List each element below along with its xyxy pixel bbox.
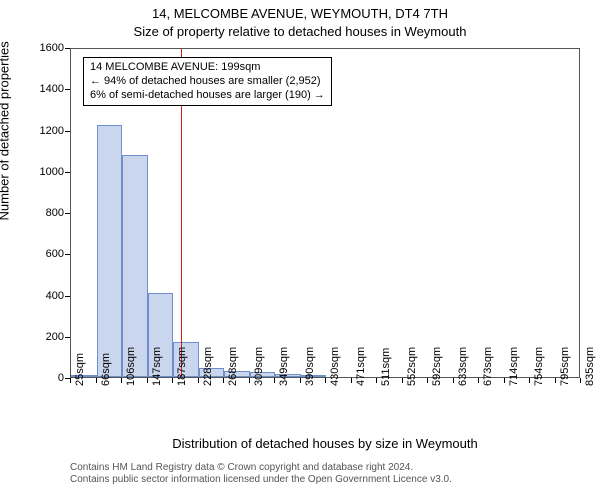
chart-title: 14, MELCOMBE AVENUE, WEYMOUTH, DT4 7TH bbox=[0, 6, 600, 21]
y-tick-label: 800 bbox=[46, 207, 64, 219]
y-tick-mark bbox=[65, 172, 70, 173]
chart-container: 14, MELCOMBE AVENUE, WEYMOUTH, DT4 7TH S… bbox=[0, 0, 600, 500]
x-tick-mark bbox=[121, 378, 122, 383]
y-tick-label: 0 bbox=[58, 372, 64, 384]
footer-line-2: Contains public sector information licen… bbox=[70, 474, 452, 486]
annotation-line: 14 MELCOMBE AVENUE: 199sqm bbox=[90, 61, 325, 75]
x-tick-mark bbox=[274, 378, 275, 383]
annotation-line: ← 94% of detached houses are smaller (2,… bbox=[90, 75, 325, 89]
histogram-bar bbox=[122, 155, 148, 377]
y-tick-mark bbox=[65, 48, 70, 49]
histogram-bar bbox=[97, 125, 123, 377]
y-tick-label: 1600 bbox=[40, 42, 64, 54]
x-tick-mark bbox=[580, 378, 581, 383]
y-tick-mark bbox=[65, 131, 70, 132]
y-tick-label: 400 bbox=[46, 290, 64, 302]
y-tick-label: 600 bbox=[46, 248, 64, 260]
y-tick-label: 1000 bbox=[40, 166, 64, 178]
x-axis-label: Distribution of detached houses by size … bbox=[70, 436, 580, 451]
x-tick-mark bbox=[478, 378, 479, 383]
y-tick-label: 1200 bbox=[40, 125, 64, 137]
y-tick-label: 200 bbox=[46, 331, 64, 343]
x-tick-mark bbox=[172, 378, 173, 383]
chart-subtitle: Size of property relative to detached ho… bbox=[0, 24, 600, 39]
x-tick-mark bbox=[223, 378, 224, 383]
y-tick-mark bbox=[65, 296, 70, 297]
x-tick-mark bbox=[555, 378, 556, 383]
y-tick-mark bbox=[65, 337, 70, 338]
x-tick-mark bbox=[402, 378, 403, 383]
plot-area: 14 MELCOMBE AVENUE: 199sqm← 94% of detac… bbox=[70, 48, 580, 378]
x-tick-mark bbox=[96, 378, 97, 383]
y-tick-mark bbox=[65, 213, 70, 214]
x-tick-mark bbox=[453, 378, 454, 383]
x-tick-mark bbox=[70, 378, 71, 383]
x-tick-mark bbox=[198, 378, 199, 383]
footer-line-1: Contains HM Land Registry data © Crown c… bbox=[70, 462, 452, 474]
x-tick-mark bbox=[147, 378, 148, 383]
y-tick-mark bbox=[65, 254, 70, 255]
x-tick-mark bbox=[504, 378, 505, 383]
footer-note: Contains HM Land Registry data © Crown c… bbox=[70, 462, 452, 486]
x-tick-mark bbox=[427, 378, 428, 383]
y-tick-label: 1400 bbox=[40, 83, 64, 95]
x-tick-mark bbox=[249, 378, 250, 383]
y-tick-mark bbox=[65, 89, 70, 90]
x-tick-mark bbox=[300, 378, 301, 383]
x-tick-mark bbox=[351, 378, 352, 383]
x-tick-mark bbox=[529, 378, 530, 383]
annotation-box: 14 MELCOMBE AVENUE: 199sqm← 94% of detac… bbox=[83, 57, 332, 106]
x-tick-mark bbox=[325, 378, 326, 383]
annotation-line: 6% of semi-detached houses are larger (1… bbox=[90, 89, 325, 103]
x-tick-mark bbox=[376, 378, 377, 383]
